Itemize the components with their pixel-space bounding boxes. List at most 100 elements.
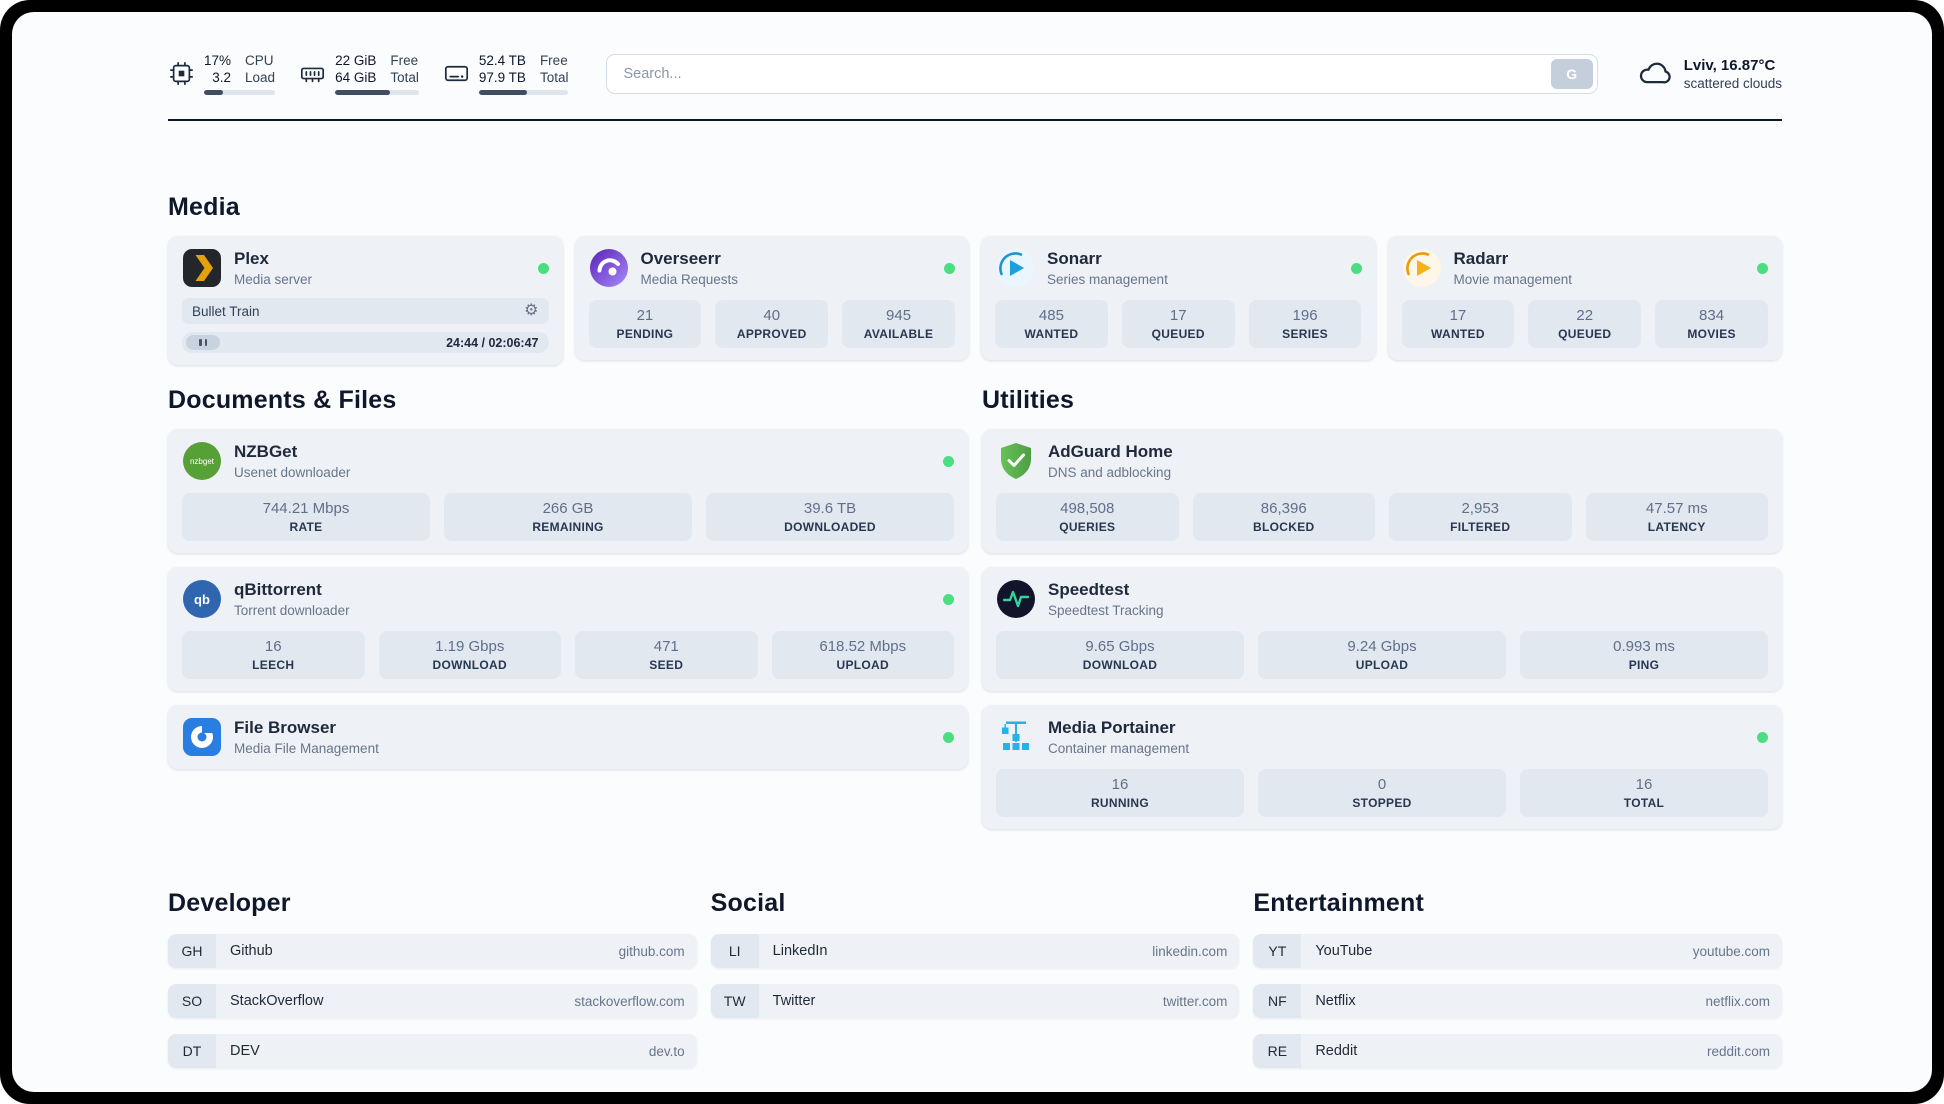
pause-button[interactable] [186, 335, 220, 350]
memory-widget: 22 GiB 64 GiB Free Total [299, 52, 419, 95]
bookmark-name: StackOverflow [230, 993, 324, 1009]
qbittorrent-card[interactable]: qb qBittorrent Torrent downloader [168, 567, 968, 691]
bookmark-link[interactable]: GH Github github.com [168, 934, 697, 968]
stat-label: QUEUED [1151, 327, 1205, 341]
stat-value: 1.19 Gbps [435, 638, 505, 655]
portainer-stats: 16 RUNNING 0 STOPPED 16 [996, 769, 1768, 817]
section-title-developer: Developer [168, 889, 291, 917]
cpu-percent: 17% [204, 53, 232, 68]
service-description: Media server [234, 272, 313, 287]
filebrowser-card[interactable]: File Browser Media File Management [168, 705, 968, 769]
weather-widget: Lviv, 16.87°C scattered clouds [1636, 57, 1782, 91]
bookmark-link[interactable]: DT DEV dev.to [168, 1034, 697, 1068]
stat-value: 16 [1111, 776, 1129, 793]
service-name: Media Portainer [1048, 718, 1176, 737]
stat-box: 17 QUEUED [1121, 300, 1235, 348]
stat-box: 0.993 ms PING [1520, 631, 1768, 679]
stat-box: 196 SERIES [1248, 300, 1362, 348]
disk-usage-bar [478, 90, 569, 95]
playback-progress-bar[interactable]: 24:44 / 02:06:47 [182, 332, 549, 353]
stat-value: 9.24 Gbps [1347, 638, 1417, 655]
sonarr-icon [995, 248, 1035, 288]
documents-section: Documents & Files nzbget NZBGet Usenet d… [168, 386, 968, 769]
entertainment-bookmarks: Entertainment YT YouTube youtube.com NF … [1253, 889, 1782, 1068]
service-name: NZBGet [234, 442, 298, 461]
bookmark-url: youtube.com [1692, 943, 1770, 959]
stat-box: 21 PENDING [588, 300, 702, 348]
stat-box: 1.19 Gbps DOWNLOAD [378, 631, 561, 679]
nzbget-card[interactable]: nzbget NZBGet Usenet downloader [168, 429, 968, 553]
stat-label: LATENCY [1647, 520, 1706, 534]
stat-box: 834 MOVIES [1655, 300, 1768, 348]
bookmark-abbr: TW [710, 984, 759, 1018]
memory-usage-fill [335, 90, 391, 95]
media-section: Media Plex Media server [168, 193, 1782, 365]
playback-time: 24:44 / 02:06:47 [446, 335, 539, 350]
stat-box: 266 GB REMAINING [444, 493, 692, 541]
dashboard-page: 17% 3.2 CPU Load [12, 12, 1932, 1092]
status-dot [537, 262, 549, 274]
radarr-card[interactable]: Radarr Movie management 17 WANTED [1387, 236, 1782, 360]
stat-label: REMAINING [532, 520, 604, 534]
stat-label: AVAILABLE [863, 327, 934, 341]
status-dot [944, 262, 955, 274]
bookmark-abbr: DT [168, 1034, 216, 1068]
stat-value: 9.65 Gbps [1085, 638, 1155, 655]
bookmark-url: dev.to [648, 1043, 685, 1059]
status-dot [1757, 262, 1768, 274]
stat-box: 47.57 ms LATENCY [1585, 493, 1768, 541]
bookmark-link[interactable]: NF Netflix netflix.com [1253, 984, 1782, 1018]
stat-label: UPLOAD [1355, 658, 1409, 672]
topbar-divider [168, 119, 1782, 121]
service-name: Speedtest [1048, 580, 1130, 599]
service-name: File Browser [234, 718, 337, 737]
search-provider-button[interactable]: G [1550, 58, 1593, 89]
bookmark-abbr: LI [710, 934, 759, 968]
bookmark-link[interactable]: TW Twitter twitter.com [710, 984, 1240, 1018]
bookmark-link[interactable]: SO StackOverflow stackoverflow.com [168, 984, 697, 1018]
stat-label: SERIES [1282, 327, 1328, 341]
stat-label: DOWNLOAD [1082, 658, 1158, 672]
stat-box: 485 WANTED [995, 300, 1108, 348]
status-dot [943, 731, 954, 743]
stat-box: 16 TOTAL [1520, 769, 1768, 817]
speedtest-card[interactable]: Speedtest Speedtest Tracking 9.65 Gbps D… [982, 567, 1782, 691]
overseerr-icon [589, 248, 629, 288]
stat-value: 0 [1377, 776, 1387, 793]
section-title-documents: Documents & Files [168, 386, 397, 414]
overseerr-card[interactable]: Overseerr Media Requests 21 PENDING [574, 236, 969, 360]
adguard-card[interactable]: AdGuard Home DNS and adblocking 498,508 … [982, 429, 1782, 553]
stat-label: WANTED [1024, 327, 1079, 341]
bookmark-link[interactable]: RE Reddit reddit.com [1253, 1034, 1782, 1068]
developer-bookmarks: Developer GH Github github.com SO StackO… [168, 889, 697, 1068]
service-description: Usenet downloader [234, 465, 351, 480]
social-bookmarks: Social LI LinkedIn linkedin.com TW Twitt… [710, 889, 1240, 1018]
pause-icon [204, 339, 207, 346]
plex-card[interactable]: Plex Media server Bullet Train ⚙ 24:44 [168, 236, 563, 365]
status-dot [1757, 731, 1768, 743]
service-description: Container management [1048, 741, 1190, 756]
stat-box: 22 QUEUED [1528, 300, 1642, 348]
bookmark-link[interactable]: LI LinkedIn linkedin.com [710, 934, 1240, 968]
stat-label: TOTAL [1623, 796, 1665, 810]
bookmark-url: github.com [618, 943, 685, 959]
stat-label: APPROVED [736, 327, 807, 341]
stat-box: 86,396 BLOCKED [1192, 493, 1375, 541]
bookmark-link[interactable]: YT YouTube youtube.com [1253, 934, 1782, 968]
memory-total-value: 64 GiB [335, 70, 377, 85]
portainer-card[interactable]: Media Portainer Container management 16 … [982, 705, 1782, 829]
stat-label: DOWNLOADED [784, 520, 876, 534]
service-description: Media Requests [640, 272, 739, 287]
sonarr-card[interactable]: Sonarr Series management 485 WANTED [981, 236, 1376, 360]
now-playing-title: Bullet Train [192, 303, 260, 319]
bookmark-name: Reddit [1315, 1043, 1358, 1059]
stat-value: 40 [763, 307, 781, 324]
search-input[interactable] [606, 53, 1598, 94]
bookmark-url: linkedin.com [1152, 943, 1228, 959]
stat-label: QUERIES [1059, 520, 1116, 534]
bookmark-url: twitter.com [1162, 993, 1228, 1009]
stat-label: BLOCKED [1253, 520, 1315, 534]
bookmark-url: reddit.com [1706, 1043, 1770, 1059]
cpu-usage-bar [204, 90, 276, 95]
gear-icon[interactable]: ⚙ [524, 302, 539, 319]
